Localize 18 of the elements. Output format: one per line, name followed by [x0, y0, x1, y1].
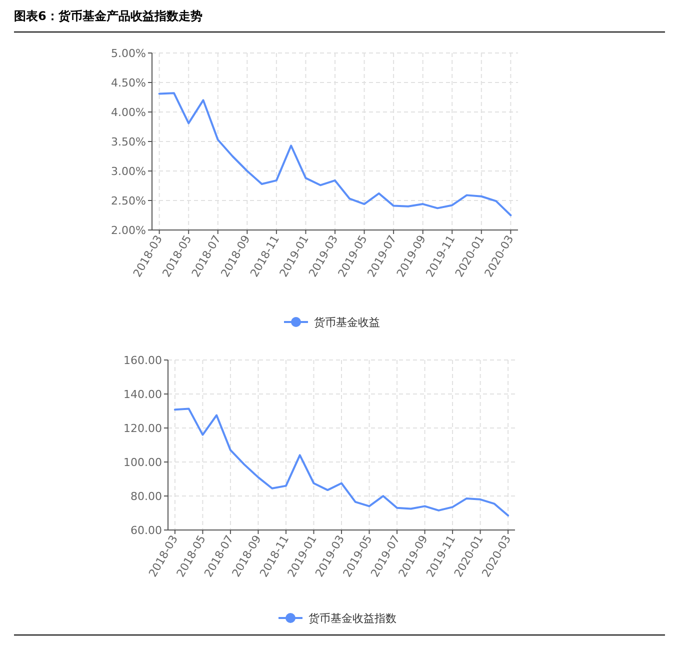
y-tick-label: 4.50%: [111, 76, 146, 90]
y-tick-label: 160.00: [124, 354, 162, 367]
y-tick-label: 120.00: [124, 422, 162, 435]
y-tick-label: 3.50%: [111, 136, 146, 148]
y-tick-label: 5.00%: [111, 47, 146, 60]
chart-title: 图表6：货币基金产品收益指数走势: [14, 9, 202, 23]
y-tick-label: 4.00%: [111, 106, 146, 119]
y-tick-label: 140.00: [124, 388, 162, 401]
line-series: [158, 92, 512, 216]
y-tick-label: 2.00%: [111, 224, 146, 237]
y-tick-label: 100.00: [124, 456, 162, 469]
y-tick-label: 60.00: [130, 524, 162, 537]
y-tick-label: 2.50%: [111, 194, 146, 208]
legend-label: 货币基金收益指数: [308, 612, 396, 625]
y-tick-label: 3.00%: [111, 165, 146, 178]
y-tick-label: 80.00: [130, 490, 162, 503]
legend-label: 货币基金收益: [314, 316, 380, 329]
line-series: [174, 408, 510, 517]
